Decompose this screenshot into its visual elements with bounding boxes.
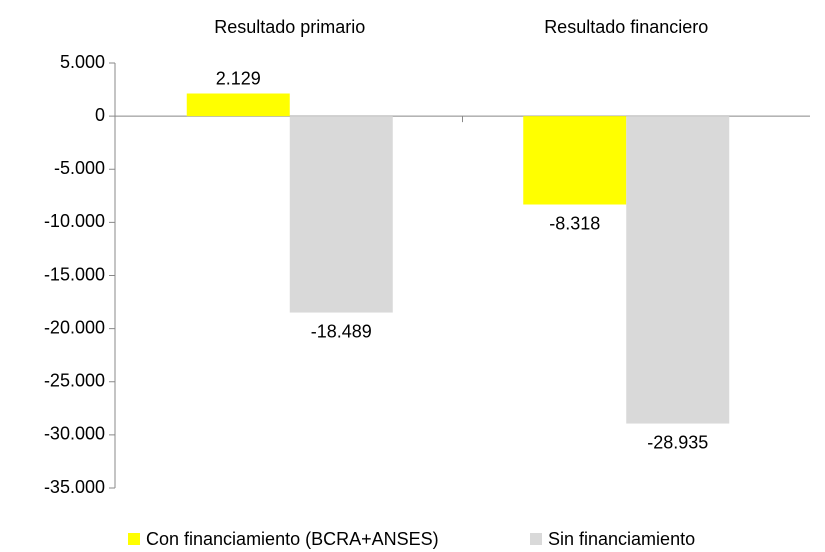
legend-label: Sin financiamiento [548, 529, 695, 549]
y-tick-label: -5.000 [54, 158, 105, 178]
y-tick-label: -30.000 [44, 424, 105, 444]
legend-swatch [128, 533, 140, 545]
category-label: Resultado financiero [544, 17, 708, 37]
legend-label: Con financiamiento (BCRA+ANSES) [146, 529, 439, 549]
y-tick-label: -20.000 [44, 317, 105, 337]
y-tick-label: -10.000 [44, 211, 105, 231]
bar [186, 93, 290, 117]
y-tick-label: -25.000 [44, 371, 105, 391]
data-label: 2.129 [216, 68, 261, 88]
data-label: -18.489 [311, 321, 372, 341]
category-label: Resultado primario [214, 17, 365, 37]
y-tick-label: -15.000 [44, 264, 105, 284]
legend-swatch [530, 533, 542, 545]
y-tick-label: 0 [95, 105, 105, 125]
bar [523, 116, 627, 205]
bar [289, 116, 393, 313]
y-tick-label: 5.000 [60, 52, 105, 72]
bar [626, 116, 730, 424]
data-label: -28.935 [647, 432, 708, 452]
y-tick-label: -35.000 [44, 477, 105, 497]
data-label: -8.318 [549, 213, 600, 233]
